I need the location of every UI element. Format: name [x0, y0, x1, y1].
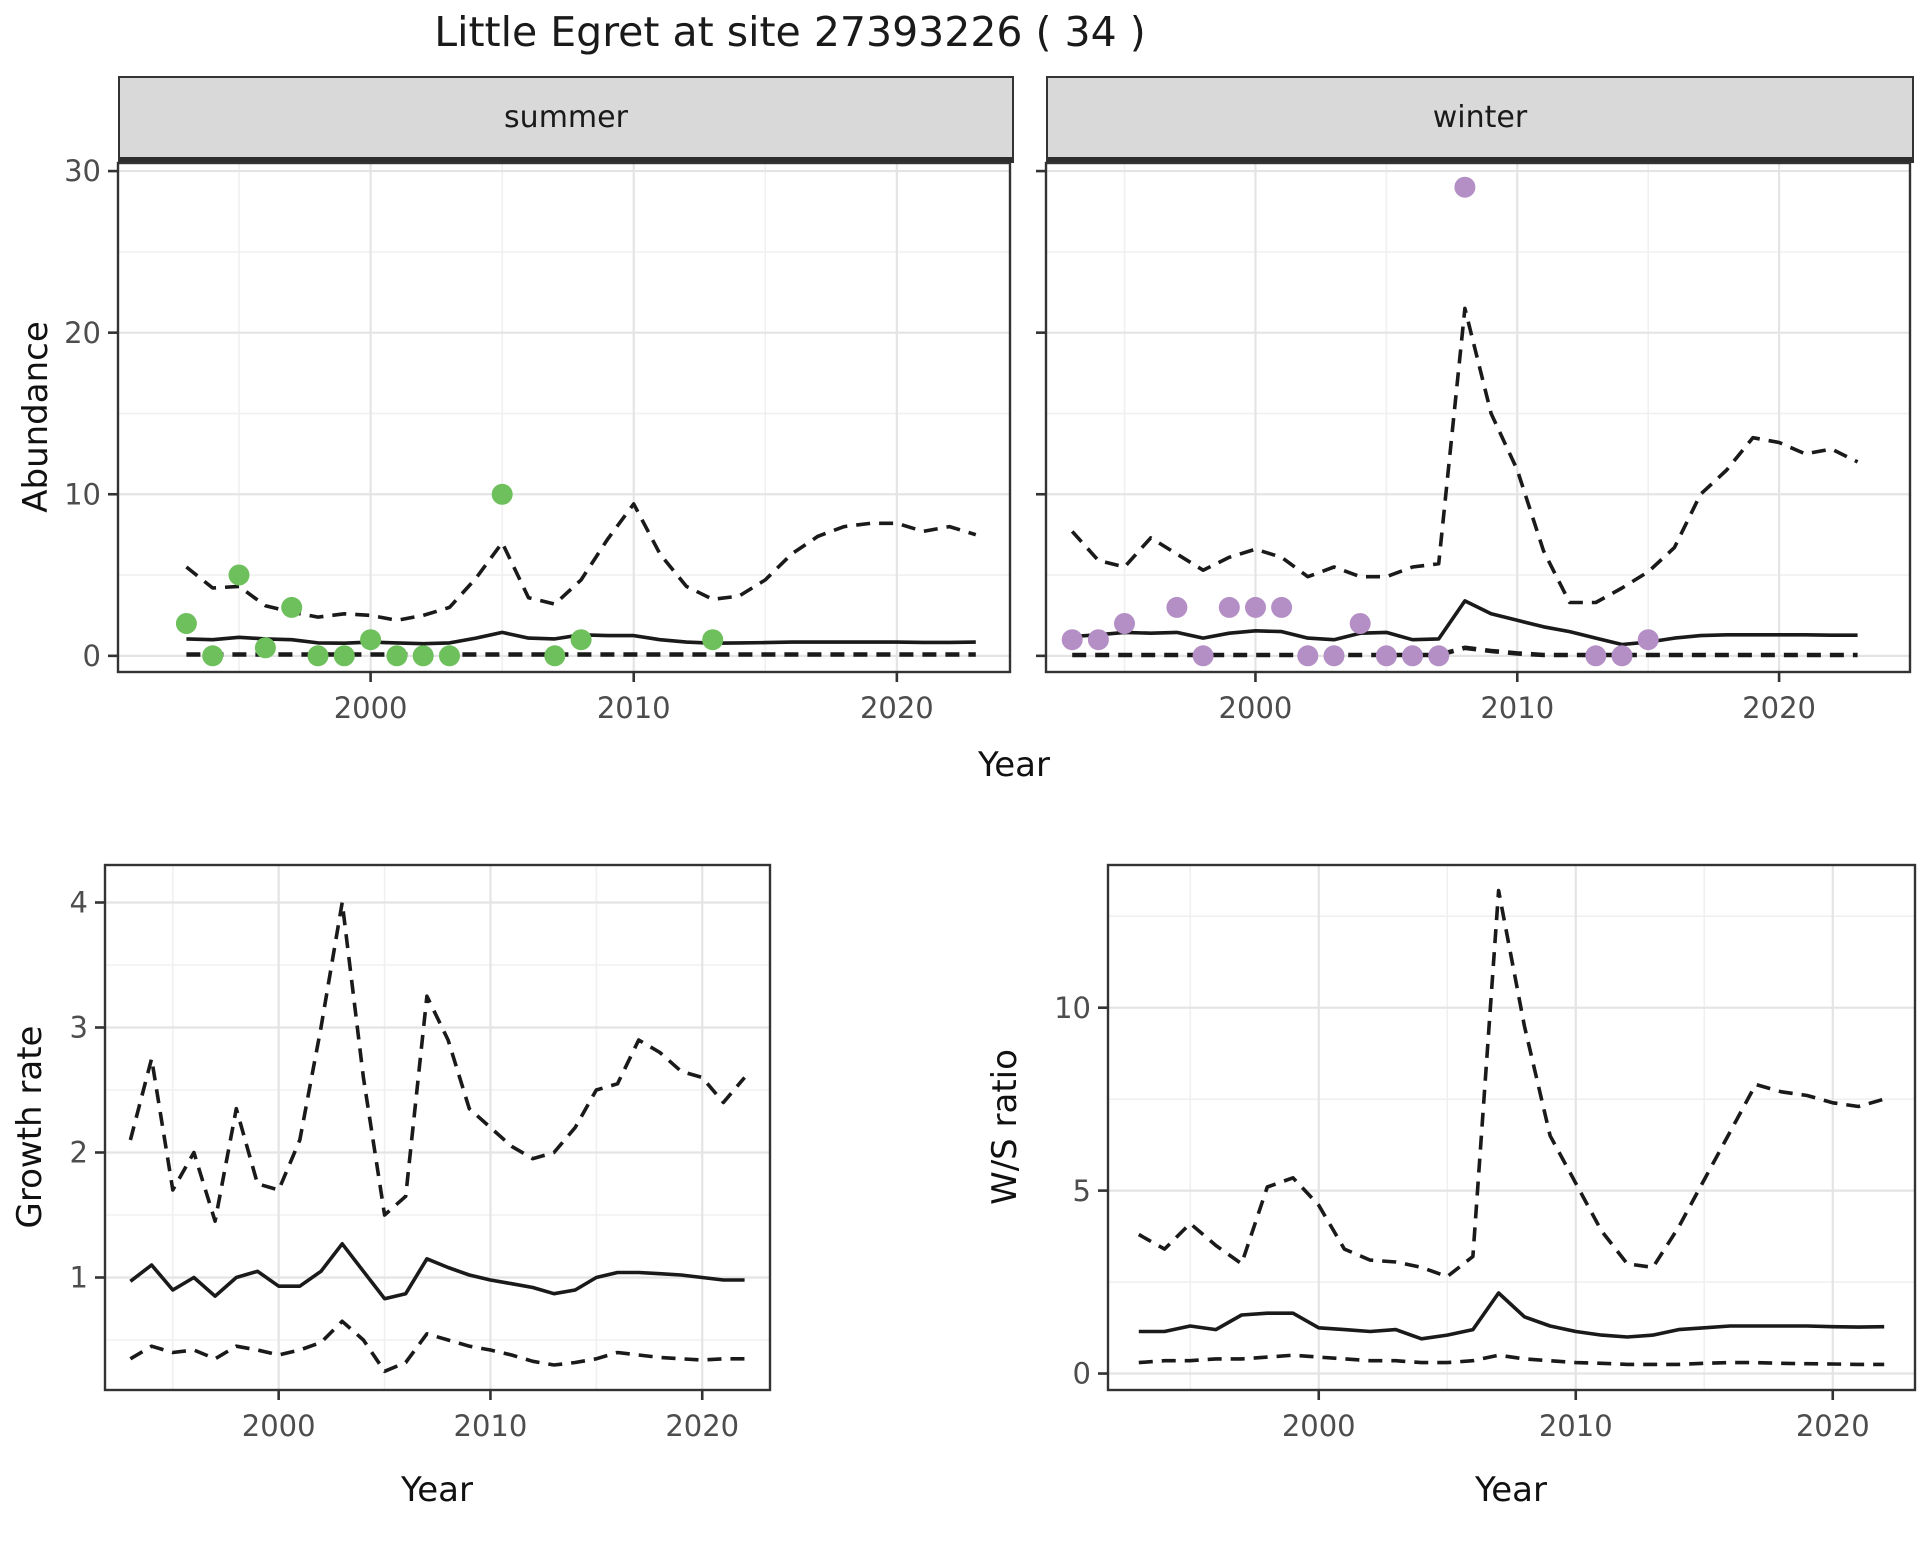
year-axis-label-ws: Year [1475, 1470, 1547, 1510]
svg-text:2010: 2010 [454, 1409, 528, 1443]
svg-text:20: 20 [64, 316, 101, 350]
svg-text:3: 3 [70, 1011, 88, 1045]
growth-rate-chart: 2000 2010 2020 1 2 3 4 [70, 863, 772, 1443]
svg-text:2000: 2000 [1219, 691, 1293, 725]
facet-strip-summer: summer [118, 76, 1014, 163]
svg-text:5: 5 [1073, 1174, 1091, 1208]
ws-ratio-chart: 2000 2010 2020 0 5 10 [1054, 863, 1917, 1443]
svg-text:2020: 2020 [860, 691, 934, 725]
winter-abundance-chart: 2000 2010 2020 [1036, 161, 1912, 725]
svg-text:2000: 2000 [1282, 1409, 1356, 1443]
svg-text:2000: 2000 [334, 691, 408, 725]
svg-text:4: 4 [70, 886, 88, 920]
year-axis-label-growth: Year [401, 1470, 473, 1510]
svg-text:2000: 2000 [242, 1409, 316, 1443]
svg-text:10: 10 [64, 477, 101, 511]
abundance-axis-label: Abundance [16, 321, 56, 513]
svg-text:30: 30 [64, 154, 101, 188]
svg-text:0: 0 [1073, 1357, 1091, 1391]
svg-text:0: 0 [83, 639, 101, 673]
facet-strip-summer-label: summer [504, 100, 628, 135]
svg-text:2020: 2020 [1742, 691, 1816, 725]
summer-abundance-chart: 2000 2010 2020 0 10 20 30 [64, 154, 1012, 725]
svg-text:10: 10 [1054, 991, 1091, 1025]
facet-strip-winter: winter [1046, 76, 1914, 163]
svg-text:2010: 2010 [1539, 1409, 1613, 1443]
figure-title: Little Egret at site 27393226 ( 34 ) [434, 8, 1146, 56]
svg-text:2010: 2010 [597, 691, 671, 725]
facet-strip-winter-label: winter [1432, 100, 1528, 135]
year-axis-label-top: Year [978, 745, 1050, 785]
svg-text:2020: 2020 [1796, 1409, 1870, 1443]
svg-text:2: 2 [70, 1136, 88, 1170]
svg-text:2020: 2020 [665, 1409, 739, 1443]
svg-text:2010: 2010 [1480, 691, 1554, 725]
ws-ratio-axis-label: W/S ratio [985, 1049, 1025, 1205]
svg-text:1: 1 [70, 1261, 88, 1295]
